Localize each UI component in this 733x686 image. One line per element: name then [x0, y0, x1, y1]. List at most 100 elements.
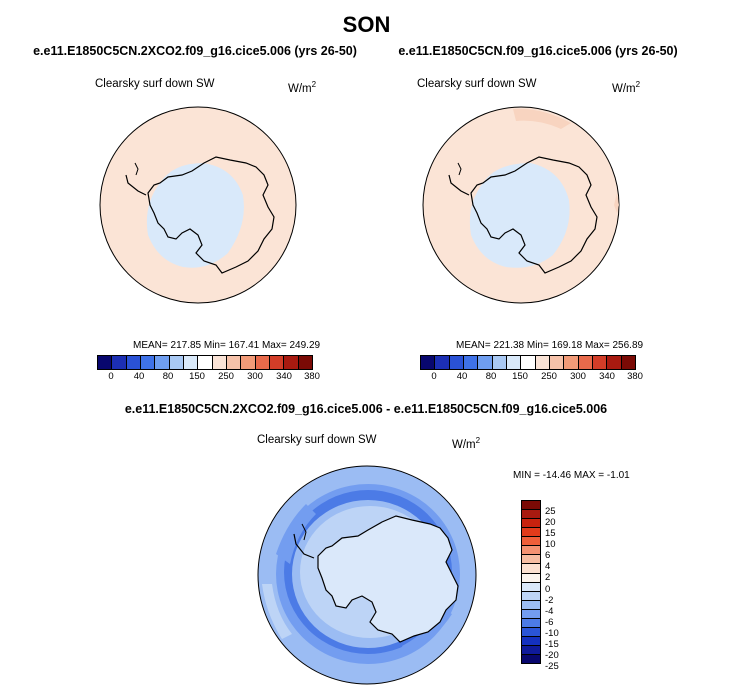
colorbar-swatch — [607, 356, 622, 369]
colorbar-swatch — [522, 582, 540, 592]
colorbar-swatch — [449, 356, 464, 369]
panel-3-tick-6: 2 — [545, 572, 551, 583]
panel-3-tick-0: 25 — [545, 506, 556, 517]
panel-2-tick-7: 380 — [627, 371, 643, 382]
season-title: SON — [342, 12, 391, 37]
colorbar-swatch — [522, 528, 540, 538]
panel-2-units: W/m2 — [612, 80, 641, 95]
colorbar-swatch — [549, 356, 565, 369]
panel-3-tick-5: 4 — [545, 561, 551, 572]
colorbar-swatch — [169, 356, 184, 369]
panel-2-map — [422, 106, 620, 304]
panel-3-colorbar — [521, 500, 541, 664]
colorbar-swatch — [126, 356, 141, 369]
panel-1-tick-0: 0 — [108, 371, 114, 382]
colorbar-swatch — [226, 356, 242, 369]
colorbar-swatch — [522, 555, 540, 565]
panel-1-colorbar-labels: 0 40 80 150 250 300 340 380 — [97, 371, 320, 383]
colorbar-swatch — [621, 356, 635, 369]
colorbar-swatch — [521, 356, 536, 369]
panel-2-tick-2: 80 — [485, 371, 497, 382]
colorbar-swatch — [183, 356, 199, 369]
panel-3-tick-2: 15 — [545, 528, 556, 539]
colorbar-swatch — [522, 618, 540, 628]
panel-3-tick-8: -2 — [545, 595, 554, 606]
panel-1-tick-7: 380 — [304, 371, 320, 382]
colorbar-swatch — [492, 356, 507, 369]
panel-2-stats: MEAN= 221.38 Min= 169.18 Max= 256.89 — [456, 340, 644, 351]
panel-1-tick-3: 150 — [189, 371, 205, 382]
panel-3-tick-3: 10 — [545, 539, 556, 550]
panel-3-stats: MIN = -14.46 MAX = -1.01 — [513, 470, 630, 481]
panel-3-tick-10: -6 — [545, 617, 554, 628]
colorbar-swatch — [522, 627, 540, 637]
panel-1-tick-4: 250 — [218, 371, 234, 382]
panel-1-units: W/m2 — [288, 80, 317, 95]
panel-1-antarctica-coastline — [125, 156, 275, 274]
colorbar-swatch — [155, 356, 170, 369]
colorbar-swatch — [522, 655, 540, 664]
colorbar-swatch — [506, 356, 522, 369]
panel-3-tick-12: -15 — [545, 639, 559, 650]
colorbar-swatch — [522, 573, 540, 583]
colorbar-swatch — [463, 356, 479, 369]
panel-1-tick-1: 40 — [133, 371, 145, 382]
panel-3-tick-11: -10 — [545, 628, 559, 639]
panel-2-antarctica-coastline — [448, 156, 598, 274]
panel-1-tick-2: 80 — [162, 371, 174, 382]
panel-3-colorbar-labels: 25 20 15 10 6 4 2 0 -2 -4 -6 -10 -15 -20… — [545, 500, 585, 672]
panel-2-colorbar — [420, 355, 636, 370]
colorbar-swatch — [98, 356, 113, 369]
panel-3-map — [257, 465, 477, 685]
colorbar-swatch — [522, 510, 540, 520]
panel-3-tick-13: -20 — [545, 650, 559, 661]
colorbar-swatch — [522, 600, 540, 610]
panel-3-tick-1: 20 — [545, 517, 556, 528]
colorbar-swatch — [535, 356, 550, 369]
colorbar-swatch — [140, 356, 156, 369]
panel-2-colorbar-labels: 0 40 80 150 250 300 340 380 — [420, 371, 643, 383]
panel-2-tick-1: 40 — [456, 371, 468, 382]
colorbar-swatch — [212, 356, 227, 369]
colorbar-swatch — [522, 537, 540, 547]
panel-1-stats: MEAN= 217.85 Min= 167.41 Max= 249.29 — [133, 340, 321, 351]
colorbar-swatch — [578, 356, 593, 369]
colorbar-swatch — [522, 609, 540, 619]
panel-3-title: e.e11.E1850C5CN.2XCO2.f09_g16.cice5.006 … — [124, 402, 608, 416]
panel-3-units: W/m2 — [452, 436, 481, 451]
panel-2-tick-0: 0 — [431, 371, 437, 382]
colorbar-swatch — [298, 356, 312, 369]
panel-3-tick-14: -25 — [545, 661, 559, 672]
panel-2-tick-5: 300 — [570, 371, 586, 382]
colorbar-swatch — [255, 356, 270, 369]
colorbar-swatch — [198, 356, 213, 369]
colorbar-swatch — [522, 501, 540, 511]
colorbar-swatch — [522, 564, 540, 574]
colorbar-swatch — [421, 356, 436, 369]
panel-1-map — [99, 106, 297, 304]
panel-3-tick-9: -4 — [545, 606, 554, 617]
colorbar-swatch — [522, 591, 540, 601]
colorbar-swatch — [522, 519, 540, 529]
colorbar-swatch — [435, 356, 450, 369]
panel-3-variable-label: Clearsky surf down SW — [257, 434, 377, 446]
panel-1-tick-6: 340 — [276, 371, 292, 382]
panel-3-antarctica-coastline — [293, 515, 459, 643]
panel-1-tick-5: 300 — [247, 371, 263, 382]
panel-2-tick-3: 150 — [512, 371, 528, 382]
panel-1-title: e.e11.E1850C5CN.2XCO2.f09_g16.cice5.006 … — [33, 44, 357, 58]
panel-3-tick-4: 6 — [545, 550, 551, 561]
colorbar-swatch — [284, 356, 299, 369]
panel-2-variable-label: Clearsky surf down SW — [417, 78, 537, 90]
colorbar-swatch — [241, 356, 256, 369]
panel-3-tick-7: 0 — [545, 584, 551, 595]
colorbar-swatch — [522, 636, 540, 646]
colorbar-swatch — [478, 356, 493, 369]
panel-1-variable-label: Clearsky surf down SW — [95, 78, 215, 90]
colorbar-swatch — [269, 356, 285, 369]
panel-2-title: e.e11.E1850C5CN.f09_g16.cice5.006 (yrs 2… — [398, 44, 678, 58]
panel-1-colorbar — [97, 355, 313, 370]
colorbar-swatch — [592, 356, 608, 369]
colorbar-swatch — [112, 356, 127, 369]
colorbar-swatch — [522, 546, 540, 556]
